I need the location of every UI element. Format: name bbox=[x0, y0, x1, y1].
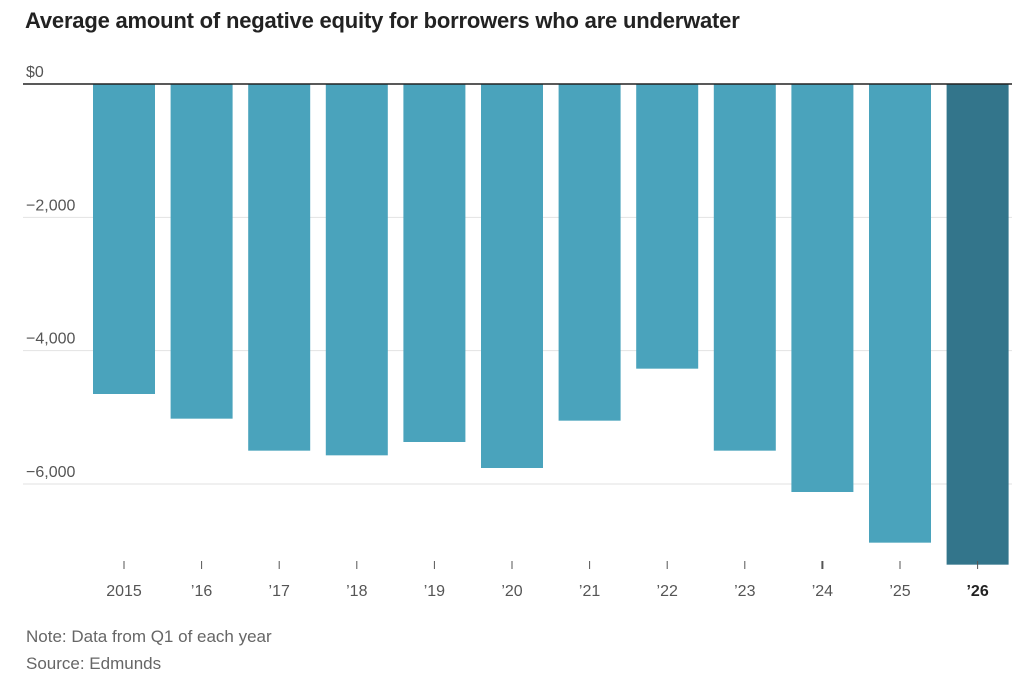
bar-9 bbox=[791, 84, 854, 492]
bar-8 bbox=[713, 84, 776, 451]
y-tick-label: $0 bbox=[26, 64, 44, 81]
x-tick-label: ’20 bbox=[501, 583, 522, 600]
axes bbox=[23, 83, 1012, 569]
chart-note: Note: Data from Q1 of each year bbox=[26, 627, 272, 646]
chart-source: Source: Edmunds bbox=[26, 654, 162, 673]
chart-title: Average amount of negative equity for bo… bbox=[25, 8, 740, 33]
x-tick-label: ’22 bbox=[657, 583, 678, 600]
bar-6 bbox=[558, 84, 621, 421]
y-tick-label: −4,000 bbox=[26, 331, 75, 348]
x-tick-label: ’21 bbox=[579, 583, 600, 600]
bar-5 bbox=[481, 84, 543, 468]
x-tick-label: ’23 bbox=[734, 583, 755, 600]
x-tick-label: ’19 bbox=[424, 583, 445, 600]
bars bbox=[93, 84, 1009, 565]
bar-7 bbox=[636, 84, 699, 369]
x-tick-label: ’26 bbox=[966, 583, 988, 600]
y-tick-label: −6,000 bbox=[26, 464, 75, 481]
x-tick-label: ’16 bbox=[191, 583, 212, 600]
bar-4 bbox=[403, 84, 466, 442]
tick-labels: $0 −2,000 −4,000 −6,000 2015 ’16 ’17 ’18 ’19 ’20 ’… bbox=[26, 64, 989, 600]
x-tick-label: ’17 bbox=[269, 583, 290, 600]
bar-2 bbox=[248, 84, 311, 451]
bar-10 bbox=[869, 84, 931, 543]
x-tick-label: ’18 bbox=[346, 583, 367, 600]
bar-1 bbox=[170, 84, 233, 419]
x-tick-label: ’24 bbox=[812, 583, 833, 600]
bar-3 bbox=[325, 84, 388, 456]
x-tick-label: ’25 bbox=[889, 583, 910, 600]
x-tick-label: 2015 bbox=[106, 583, 142, 600]
bar-11 bbox=[946, 84, 1009, 565]
y-tick-label: −2,000 bbox=[26, 197, 75, 214]
bar-0 bbox=[93, 84, 155, 394]
